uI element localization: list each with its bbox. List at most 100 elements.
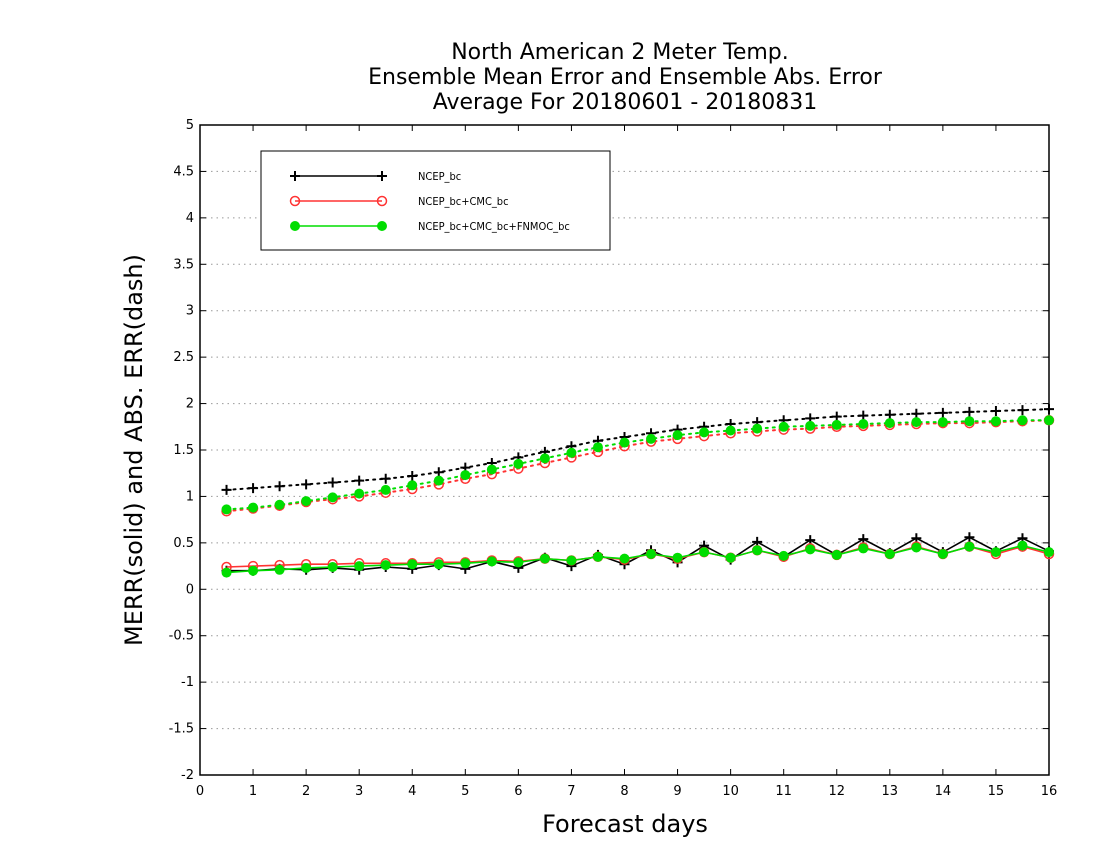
- abs-err-point: [937, 417, 948, 428]
- abs-err-point: [433, 467, 444, 478]
- y-tick-label: -0.5: [169, 629, 194, 644]
- abs-err-point: [566, 447, 577, 458]
- abs-err-point: [990, 406, 1001, 416]
- merr-point: [964, 541, 975, 552]
- legend-marker: [377, 171, 387, 181]
- x-tick-label: 9: [673, 784, 681, 799]
- y-tick-label: 1.5: [173, 443, 194, 458]
- abs-err-point: [911, 408, 922, 419]
- x-tick-label: 16: [1041, 784, 1058, 799]
- abs-err-point: [539, 453, 550, 464]
- merr-point: [619, 553, 630, 564]
- abs-err-point: [248, 483, 259, 494]
- abs-err-point: [778, 421, 789, 432]
- abs-err-point: [858, 410, 869, 421]
- abs-err-point: [592, 442, 603, 453]
- x-tick-label: 2: [302, 784, 310, 799]
- merr-point: [699, 547, 710, 558]
- merr-point: [380, 560, 391, 571]
- y-tick-label: 1: [186, 489, 194, 504]
- x-axis-label: Forecast days: [542, 810, 708, 838]
- merr-point: [646, 549, 657, 559]
- abs-err-point: [1044, 404, 1054, 415]
- merr-point: [725, 552, 736, 563]
- merr-point: [327, 562, 338, 572]
- abs-err-point: [327, 492, 338, 503]
- chart-title-line-1: North American 2 Meter Temp.: [451, 40, 789, 65]
- legend: NCEP_bc NCEP_bc+CMC_bc NCEP_bc+CMC_bc+FNMO…: [260, 150, 611, 251]
- abs-err-point: [221, 504, 232, 515]
- gridlines: [200, 170, 1049, 730]
- abs-err-point: [884, 418, 895, 429]
- abs-err-point: [274, 499, 285, 510]
- merr-point: [407, 559, 418, 570]
- merr-point: [592, 551, 603, 562]
- series-ncep-bc-cmc-bc-fnmoc-bc: [221, 415, 1054, 578]
- abs-err-point: [752, 423, 763, 434]
- x-tick-label: 3: [355, 784, 363, 799]
- abs-err-point: [513, 458, 524, 469]
- abs-err-point: [354, 488, 365, 499]
- abs-err-point: [1044, 415, 1054, 426]
- x-tick-label: 12: [828, 784, 845, 799]
- chart-title-line-3: Average For 20180601 - 20180831: [433, 90, 818, 115]
- merr-point: [805, 544, 816, 555]
- merr-point: [831, 549, 842, 560]
- abs-err-point: [407, 480, 418, 491]
- merr-point: [964, 532, 975, 543]
- abs-err-point: [1017, 405, 1028, 416]
- merr-point: [513, 557, 524, 568]
- abs-err-point: [805, 420, 816, 431]
- abs-err-point: [964, 406, 975, 417]
- abs-err-point: [725, 425, 736, 436]
- merr-point: [433, 559, 444, 570]
- merr-point: [539, 553, 550, 564]
- x-tick-label: 15: [988, 784, 1005, 799]
- legend-marker: [290, 221, 300, 231]
- y-tick-label: 2: [186, 397, 194, 412]
- x-tick-label: 11: [775, 784, 792, 799]
- x-tick-label: 0: [196, 784, 204, 799]
- legend-marker: [290, 171, 300, 181]
- abs-err-point: [884, 409, 895, 420]
- abs-err-point: [619, 437, 630, 448]
- y-tick-label: -1.5: [169, 722, 194, 737]
- y-tick-label: 4: [186, 211, 194, 226]
- x-tick-label: 6: [514, 784, 522, 799]
- y-tick-label: 3.5: [173, 257, 194, 272]
- merr-point: [858, 543, 869, 554]
- axis-ticks: -2-1.5-1-0.500.511.522.533.544.550 1 2 3 4 5 6…: [169, 118, 1058, 799]
- abs-err-point: [964, 416, 975, 427]
- abs-err-point: [221, 484, 232, 495]
- series-layer: [221, 404, 1055, 578]
- x-tick-label: 10: [722, 784, 739, 799]
- merr-point: [248, 565, 259, 576]
- merr-point: [1017, 540, 1028, 551]
- y-tick-label: 4.5: [173, 164, 194, 179]
- legend-label-ncep-bc-cmc-bc-fnmoc-bc: NCEP_bc+CMC_bc+FNMOC_bc: [418, 220, 570, 233]
- merr-point: [301, 562, 312, 573]
- abs-err-point: [433, 475, 444, 486]
- legend-marker: [289, 195, 301, 207]
- abs-err-point: [646, 433, 657, 444]
- y-tick-label: 3: [186, 304, 194, 319]
- legend-label-ncep-bc-cmc-bc: NCEP_bc+CMC_bc: [418, 195, 509, 208]
- legend-marker: [376, 195, 388, 207]
- legend-label-ncep-bc: NCEP_bc: [418, 170, 461, 183]
- abs-err-point: [380, 473, 391, 484]
- y-tick-label: 0: [186, 582, 194, 597]
- abs-err-point: [990, 416, 1001, 427]
- y-tick-label: 5: [186, 118, 194, 133]
- abs-err-point: [699, 427, 710, 438]
- x-tick-label: 14: [935, 784, 952, 799]
- abs-err-line-ncep-bc-cmc-bc: [225, 419, 1050, 513]
- chart-title-line-2: Ensemble Mean Error and Ensemble Abs. Er…: [368, 65, 883, 90]
- abs-err-point: [354, 475, 365, 486]
- abs-err-point: [672, 430, 683, 441]
- abs-err-point: [937, 407, 948, 418]
- merr-point: [566, 555, 577, 566]
- abs-err-point: [831, 419, 842, 430]
- merr-point: [1044, 547, 1054, 558]
- y-axis-label: MERR(solid) and ABS. ERR(dash): [120, 254, 148, 646]
